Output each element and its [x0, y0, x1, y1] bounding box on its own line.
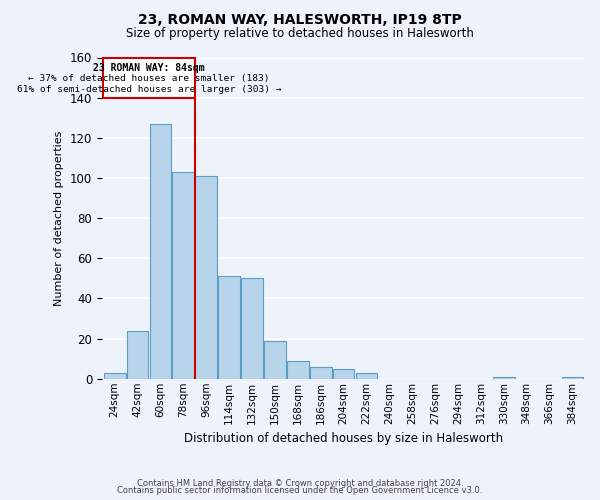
Bar — [562, 377, 583, 379]
Text: 61% of semi-detached houses are larger (303) →: 61% of semi-detached houses are larger (… — [17, 84, 281, 94]
Bar — [493, 377, 515, 379]
FancyBboxPatch shape — [103, 58, 195, 98]
Bar — [264, 340, 286, 379]
Bar — [356, 372, 377, 379]
Bar — [310, 366, 332, 379]
Text: Size of property relative to detached houses in Halesworth: Size of property relative to detached ho… — [126, 28, 474, 40]
Text: 23, ROMAN WAY, HALESWORTH, IP19 8TP: 23, ROMAN WAY, HALESWORTH, IP19 8TP — [138, 12, 462, 26]
Bar — [218, 276, 240, 379]
Text: ← 37% of detached houses are smaller (183): ← 37% of detached houses are smaller (18… — [28, 74, 270, 82]
Y-axis label: Number of detached properties: Number of detached properties — [55, 130, 64, 306]
Text: Contains HM Land Registry data © Crown copyright and database right 2024.: Contains HM Land Registry data © Crown c… — [137, 478, 463, 488]
Bar — [104, 372, 125, 379]
Bar — [287, 360, 308, 379]
Text: Contains public sector information licensed under the Open Government Licence v3: Contains public sector information licen… — [118, 486, 482, 495]
Bar — [127, 330, 148, 379]
Text: 23 ROMAN WAY: 84sqm: 23 ROMAN WAY: 84sqm — [93, 62, 205, 72]
Bar — [149, 124, 172, 379]
Bar — [241, 278, 263, 379]
Bar — [196, 176, 217, 379]
Bar — [172, 172, 194, 379]
Bar — [332, 368, 355, 379]
X-axis label: Distribution of detached houses by size in Halesworth: Distribution of detached houses by size … — [184, 432, 503, 445]
